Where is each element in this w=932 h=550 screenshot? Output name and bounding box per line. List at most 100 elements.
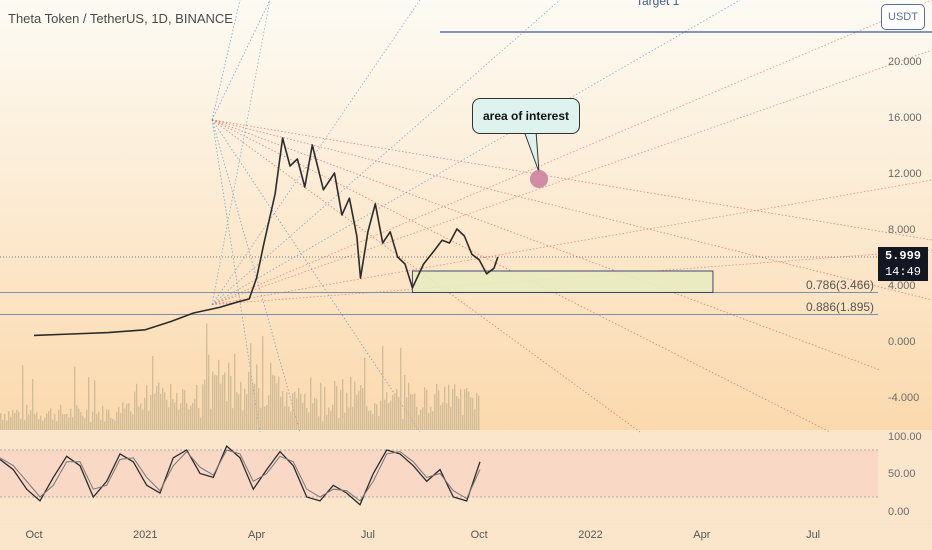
volume-bar [230, 375, 232, 430]
fib-886-label: 0.886(1.895) [806, 300, 875, 314]
volume-bar [422, 407, 424, 430]
volume-bar [92, 411, 94, 430]
volume-bar [34, 413, 36, 430]
price-tick-1: 16.000 [888, 112, 922, 124]
volume-bar [88, 377, 90, 430]
fan-line-blue-3 [211, 0, 241, 120]
price-tick-5: 0.000 [888, 336, 916, 348]
volume-bar [102, 405, 104, 430]
volume-bar [254, 383, 256, 430]
chart-title: Theta Token / TetherUS, 1D, BINANCE [8, 11, 233, 26]
volume-bar [180, 403, 182, 430]
volume-bar [122, 402, 124, 430]
volume-bar [300, 393, 302, 430]
fan-line-upper-2 [211, 0, 741, 305]
volume-bar [276, 383, 278, 430]
volume-bar [466, 388, 468, 430]
volume-bar [136, 383, 138, 430]
volume-bars [0, 323, 480, 430]
volume-bar [290, 411, 292, 430]
volume-bar [286, 392, 288, 430]
volume-bar [20, 418, 22, 430]
volume-bar [128, 403, 130, 430]
volume-bar [404, 374, 406, 430]
volume-bar [394, 395, 396, 430]
time-tick-5: 2022 [578, 529, 602, 541]
volume-bar [224, 372, 226, 430]
volume-bar [272, 374, 274, 430]
fan-line-lower-2 [211, 0, 932, 305]
fan-line-blue-2 [211, 119, 421, 433]
volume-bar [410, 394, 412, 430]
fan-line-lower-1 [212, 179, 932, 305]
volume-bar [164, 392, 166, 430]
volume-bar [302, 402, 304, 430]
volume-bar [40, 415, 42, 430]
volume-bar [344, 412, 346, 430]
volume-bar [452, 389, 454, 430]
volume-bar [116, 412, 118, 430]
volume-bar [256, 364, 258, 430]
volume-bar [328, 407, 330, 430]
volume-bar [94, 380, 96, 430]
volume-bar [86, 409, 88, 430]
volume-bar [374, 403, 376, 430]
volume-bar [74, 366, 76, 430]
volume-bar [44, 417, 46, 430]
interest-marker [530, 170, 548, 188]
volume-bar [4, 414, 6, 430]
price-axis[interactable]: 20.000 16.000 12.000 8.000 4.000 0.000 -4.000 [888, 56, 922, 404]
volume-bar [460, 389, 462, 430]
price-tick-3: 8.000 [888, 224, 916, 236]
rsi-pane [0, 445, 878, 506]
volume-bar [72, 417, 74, 430]
volume-bar [50, 408, 52, 430]
time-axis[interactable]: Oct 2021 Apr Jul Oct 2022 Apr Jul [0, 523, 932, 541]
volume-bar [48, 411, 50, 430]
volume-bar [134, 391, 136, 430]
volume-bar [246, 393, 248, 430]
volume-bar [190, 405, 192, 430]
volume-bar [18, 411, 20, 430]
volume-bar [456, 396, 458, 430]
volume-bar [176, 392, 178, 430]
volume-bar [244, 388, 246, 430]
volume-bar [14, 413, 16, 430]
volume-bar [326, 414, 328, 430]
volume-bar [348, 407, 350, 430]
volume-bar [408, 382, 410, 430]
fan-line-red-4 [211, 119, 641, 433]
fan-line-lower-0 [211, 49, 932, 305]
volume-bar [106, 409, 108, 430]
currency-badge[interactable]: USDT [881, 4, 925, 30]
volume-bar [382, 345, 384, 430]
volume-bar [214, 374, 216, 430]
volume-bar [248, 371, 250, 430]
volume-bar [108, 410, 110, 430]
volume-bar [292, 393, 294, 430]
volume-bar [150, 395, 152, 430]
volume-bar [406, 397, 408, 430]
volume-bar [170, 383, 172, 430]
volume-bar [68, 417, 70, 430]
volume-bar [10, 416, 12, 430]
price-line [33, 137, 499, 337]
volume-bar [234, 353, 236, 430]
volume-bar [334, 381, 336, 430]
volume-bar [236, 392, 238, 430]
volume-bar [386, 392, 388, 430]
volume-bar [184, 389, 186, 430]
volume-bar [114, 420, 116, 430]
area-of-interest-callout[interactable]: area of interest [472, 98, 580, 134]
volume-bar [298, 387, 300, 430]
rsi-axis[interactable]: 100.00 50.00 0.00 [888, 431, 922, 518]
fan-line-upper-3 [211, 0, 271, 305]
volume-bar [146, 385, 148, 430]
volume-bar [78, 408, 80, 430]
volume-bar [278, 376, 280, 430]
volume-bar [294, 391, 296, 430]
volume-bar [434, 394, 436, 430]
volume-bar [60, 404, 62, 430]
volume-bar [454, 384, 456, 430]
